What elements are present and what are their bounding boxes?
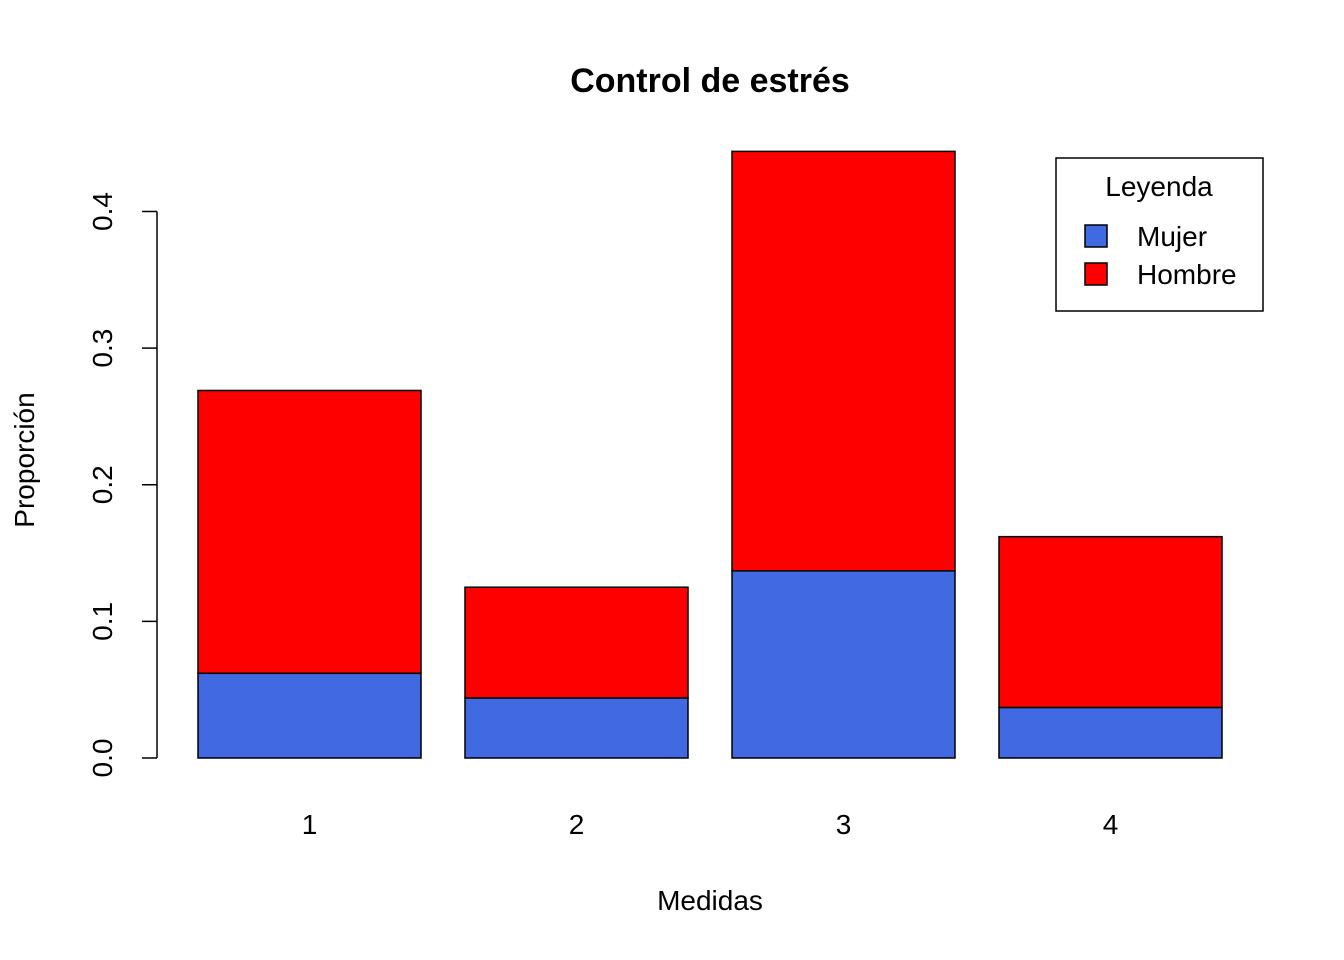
bar-segment-mujer-2 — [464, 697, 689, 759]
y-tick-label: 0.3 — [87, 329, 118, 368]
bar-segment-mujer-3 — [731, 570, 956, 759]
x-tick-label: 1 — [302, 809, 318, 840]
x-axis-label: Medidas — [657, 885, 763, 916]
bar-segment-mujer-4 — [998, 706, 1223, 759]
legend-swatch-mujer — [1084, 224, 1108, 248]
bar-segment-hombre-3 — [731, 150, 956, 572]
legend-title: Leyenda — [1105, 171, 1213, 202]
y-axis: 0.0 0.1 0.2 0.3 0.4 — [87, 192, 158, 778]
y-tick-label: 0.2 — [87, 465, 118, 504]
x-tick-label: 2 — [569, 809, 585, 840]
y-tick-label: 0.1 — [87, 602, 118, 641]
legend: Leyenda Mujer Hombre — [1055, 157, 1264, 312]
bar-segment-mujer-1 — [197, 672, 422, 759]
bar-segment-hombre-4 — [998, 535, 1223, 709]
chart-title: Control de estrés — [570, 62, 850, 100]
legend-label-hombre: Hombre — [1137, 259, 1237, 290]
bar-segment-hombre-1 — [197, 389, 422, 675]
x-tick-label: 3 — [836, 809, 852, 840]
legend-label-mujer: Mujer — [1137, 221, 1207, 252]
y-axis-label: Proporción — [9, 392, 40, 527]
y-tick-label: 0.0 — [87, 739, 118, 778]
y-tick-label: 0.4 — [87, 192, 118, 231]
x-tick-labels: 1 2 3 4 — [302, 809, 1119, 840]
bars-group — [197, 150, 1223, 759]
legend-swatch-hombre — [1084, 262, 1108, 286]
x-tick-label: 4 — [1103, 809, 1119, 840]
bar-segment-hombre-2 — [464, 586, 689, 699]
